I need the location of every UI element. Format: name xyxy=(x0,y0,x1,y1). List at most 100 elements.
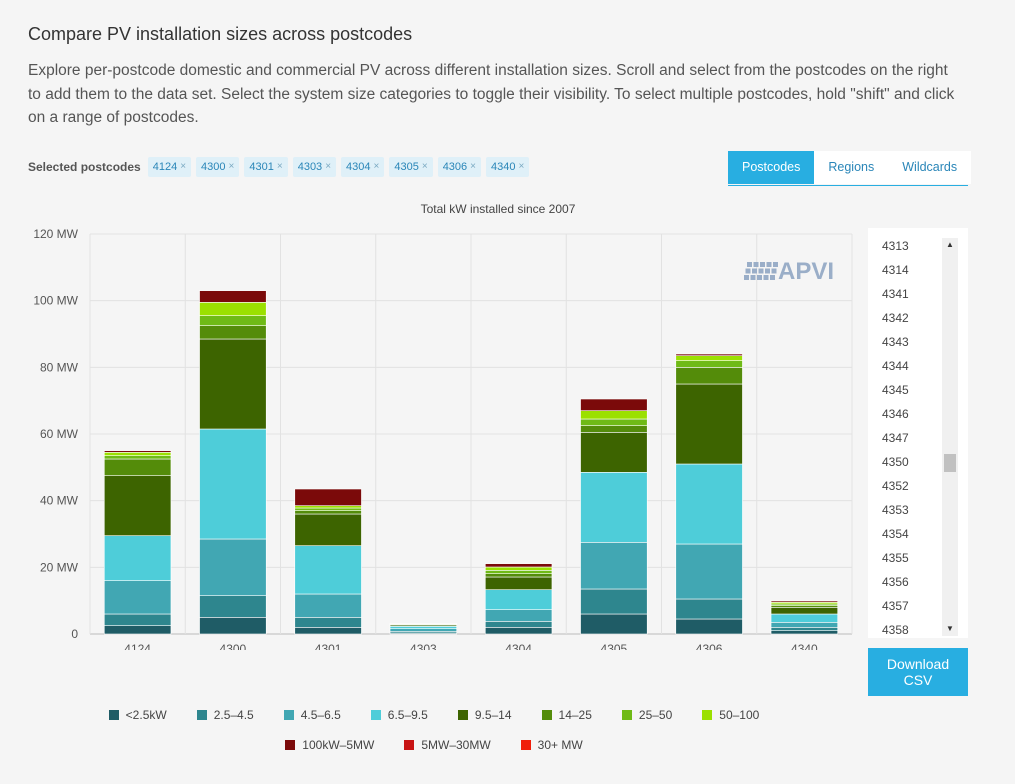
bar-segment[interactable] xyxy=(103,580,172,615)
bar-segment[interactable] xyxy=(294,507,362,511)
bar-segment[interactable] xyxy=(484,570,553,574)
remove-chip-icon[interactable]: × xyxy=(325,161,332,172)
postcode-list-item[interactable]: 4313 xyxy=(882,239,909,253)
bar-segment[interactable] xyxy=(675,367,743,385)
bar-segment[interactable] xyxy=(103,450,172,453)
bar-segment[interactable] xyxy=(199,617,267,635)
postcode-list-item[interactable]: 4358 xyxy=(882,623,909,637)
bar-segment[interactable] xyxy=(675,360,743,368)
remove-chip-icon[interactable]: × xyxy=(276,161,283,172)
bar-segment[interactable] xyxy=(580,418,648,426)
bar-segment[interactable] xyxy=(484,576,553,590)
bar-segment[interactable] xyxy=(675,598,743,620)
download-csv-button[interactable]: Download CSV xyxy=(868,648,968,696)
bar-segment[interactable] xyxy=(770,600,839,603)
bar-segment[interactable] xyxy=(580,472,648,543)
bar-segment[interactable] xyxy=(580,588,648,615)
bar-segment[interactable] xyxy=(389,628,458,632)
bar-segment[interactable] xyxy=(580,398,648,411)
remove-chip-icon[interactable]: × xyxy=(228,161,235,172)
bar-segment[interactable] xyxy=(199,428,267,540)
scroll-down-arrow-icon[interactable]: ▼ xyxy=(946,624,954,633)
postcode-list-item[interactable]: 4357 xyxy=(882,599,909,613)
tab-postcodes[interactable]: Postcodes xyxy=(728,151,815,184)
bar-segment[interactable] xyxy=(484,609,553,622)
bar-segment[interactable] xyxy=(580,613,648,635)
bar-segment[interactable] xyxy=(580,410,648,420)
tab-wildcards[interactable]: Wildcards xyxy=(888,151,972,184)
postcode-list-item[interactable]: 4352 xyxy=(882,479,909,493)
remove-chip-icon[interactable]: × xyxy=(373,161,380,172)
postcode-chip-4304[interactable]: 4304 × xyxy=(341,157,385,177)
bar-segment[interactable] xyxy=(103,475,172,536)
bar-segment[interactable] xyxy=(770,622,839,628)
scroll-thumb[interactable] xyxy=(944,454,956,472)
bar-segment[interactable] xyxy=(580,432,648,473)
postcode-chip-4303[interactable]: 4303 × xyxy=(292,157,337,177)
bar-segment[interactable] xyxy=(199,338,267,430)
postcode-chip-4306[interactable]: 4306 × xyxy=(437,157,482,177)
bar-segment[interactable] xyxy=(484,621,553,628)
bar-segment[interactable] xyxy=(103,455,172,460)
bar-segment[interactable] xyxy=(294,513,362,546)
legend-item[interactable]: 6.5–9.5 xyxy=(370,708,428,722)
remove-chip-icon[interactable]: × xyxy=(518,161,525,172)
legend-item[interactable]: 4.5–6.5 xyxy=(283,708,341,722)
bar-segment[interactable] xyxy=(770,627,839,631)
scroll-up-arrow-icon[interactable]: ▲ xyxy=(946,240,954,249)
bar-segment[interactable] xyxy=(484,627,553,635)
bar-segment[interactable] xyxy=(103,535,172,581)
bar-segment[interactable] xyxy=(294,617,362,628)
bar-segment[interactable] xyxy=(770,613,839,623)
bar-segment[interactable] xyxy=(199,325,267,340)
bar-segment[interactable] xyxy=(484,589,553,610)
postcode-list-item[interactable]: 4345 xyxy=(882,383,909,397)
legend-item[interactable]: 5MW–30MW xyxy=(404,738,491,752)
bar-segment[interactable] xyxy=(199,538,267,596)
postcode-list-item[interactable]: 4346 xyxy=(882,407,909,421)
postcode-list-item[interactable]: 4344 xyxy=(882,359,909,373)
bar-segment[interactable] xyxy=(484,573,553,578)
bar-segment[interactable] xyxy=(675,353,743,356)
legend-item[interactable]: 25–50 xyxy=(621,708,672,722)
bar-segment[interactable] xyxy=(103,625,172,635)
bar-segment[interactable] xyxy=(675,383,743,465)
postcode-list-item[interactable]: 4353 xyxy=(882,503,909,517)
bar-segment[interactable] xyxy=(294,627,362,635)
postcode-chip-4340[interactable]: 4340 × xyxy=(486,157,530,177)
legend-item[interactable]: 100kW–5MW xyxy=(285,738,374,752)
postcode-chip-4301[interactable]: 4301 × xyxy=(244,157,288,177)
legend-item[interactable]: <2.5kW xyxy=(108,708,167,722)
bar-segment[interactable] xyxy=(484,566,553,571)
postcode-list-item[interactable]: 4314 xyxy=(882,263,909,277)
postcode-list-item[interactable]: 4347 xyxy=(882,431,909,445)
bar-segment[interactable] xyxy=(675,543,743,600)
postcode-list-item[interactable]: 4355 xyxy=(882,551,909,565)
bar-segment[interactable] xyxy=(294,510,362,515)
bar-segment[interactable] xyxy=(199,302,267,316)
postcode-list-item[interactable]: 4343 xyxy=(882,335,909,349)
postcode-list-item[interactable]: 4342 xyxy=(882,311,909,325)
remove-chip-icon[interactable]: × xyxy=(421,161,428,172)
bar-segment[interactable] xyxy=(103,613,172,626)
bar-segment[interactable] xyxy=(199,315,267,326)
bar-segment[interactable] xyxy=(294,488,362,506)
bar-segment[interactable] xyxy=(103,458,172,476)
postcode-list-item[interactable]: 4354 xyxy=(882,527,909,541)
postcode-list-scrollbar[interactable]: ▲ ▼ xyxy=(942,238,958,636)
remove-chip-icon[interactable]: × xyxy=(180,161,187,172)
bar-segment[interactable] xyxy=(770,630,839,635)
bar-segment[interactable] xyxy=(580,542,648,590)
bar-segment[interactable] xyxy=(294,545,362,595)
bar-segment[interactable] xyxy=(103,452,172,456)
legend-item[interactable]: 9.5–14 xyxy=(457,708,512,722)
postcode-chip-4124[interactable]: 4124 × xyxy=(147,157,192,177)
postcode-chip-4300[interactable]: 4300 × xyxy=(196,157,240,177)
postcode-list-item[interactable]: 4356 xyxy=(882,575,909,589)
legend-item[interactable]: 14–25 xyxy=(541,708,592,722)
legend-item[interactable]: 50–100 xyxy=(702,708,759,722)
bar-segment[interactable] xyxy=(199,290,267,303)
legend-item[interactable]: 30+ MW xyxy=(520,738,583,752)
bar-segment[interactable] xyxy=(199,595,267,618)
bar-segment[interactable] xyxy=(770,607,839,615)
